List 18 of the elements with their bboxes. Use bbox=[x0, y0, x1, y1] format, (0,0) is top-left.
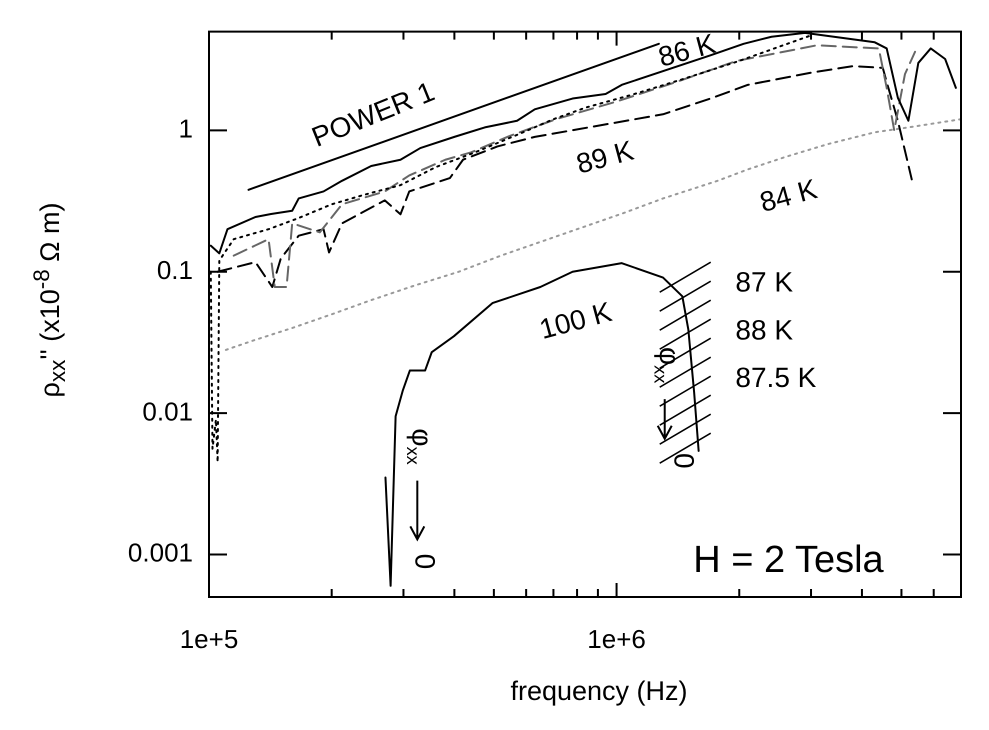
y-tick-label: 0.001 bbox=[128, 538, 193, 568]
annotation: 0 bbox=[668, 452, 700, 469]
x-tick-label: 1e+5 bbox=[180, 624, 238, 654]
annotation: φxx bbox=[402, 428, 438, 465]
y-tick-label: 0.01 bbox=[142, 396, 193, 426]
annotation: 100 K bbox=[536, 296, 616, 345]
annotation: 0 bbox=[410, 554, 441, 570]
annotation: 88 K bbox=[735, 314, 794, 346]
annotation: 86 K bbox=[654, 28, 719, 73]
x-tick-label: 1e+6 bbox=[587, 624, 646, 654]
y-tick-label: 1 bbox=[178, 114, 193, 144]
annotation: 87 K bbox=[735, 266, 794, 298]
y-tick-label: 0.1 bbox=[156, 254, 193, 285]
x-axis-title: frequency (Hz) bbox=[509, 676, 689, 707]
annotation: 89 K bbox=[573, 134, 637, 180]
annotation: H = 2 Tesla bbox=[693, 538, 885, 581]
annotation: 87.5 K bbox=[735, 362, 817, 394]
annotation: 84 K bbox=[756, 173, 820, 218]
